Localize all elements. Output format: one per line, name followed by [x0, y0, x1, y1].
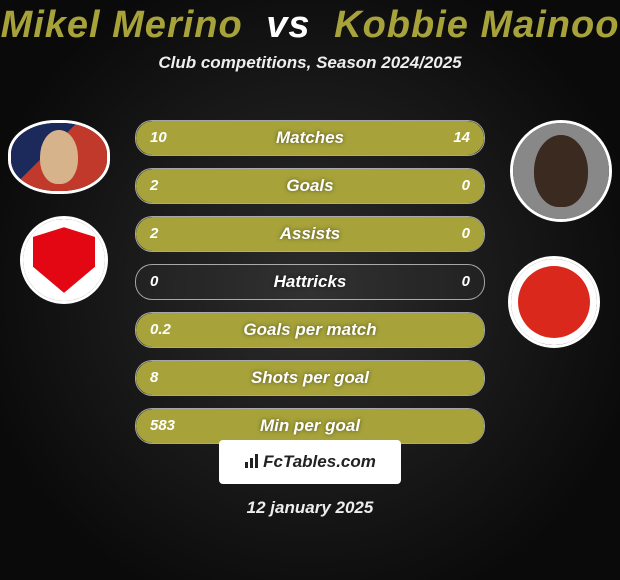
stat-value-right: 0: [462, 217, 470, 251]
player1-photo: [8, 120, 110, 194]
stat-label: Goals per match: [136, 313, 484, 347]
stat-row: Assists2 0: [135, 216, 485, 252]
stat-label: Assists: [136, 217, 484, 251]
stat-label: Matches: [136, 121, 484, 155]
stat-row: Hattricks0 0: [135, 264, 485, 300]
player2-club-badge: [508, 256, 600, 348]
stat-row: Goals per match0.2: [135, 312, 485, 348]
stat-row: Goals2 0: [135, 168, 485, 204]
chart-icon: [244, 441, 260, 483]
subtitle: Club competitions, Season 2024/2025: [0, 53, 620, 73]
stats-panel: Matches1014Goals20Assists20Hattricks00Go…: [135, 120, 485, 456]
site-logo: FcTables.com: [219, 440, 401, 484]
stat-value-left: 8: [150, 361, 158, 395]
stat-value-left: 583: [150, 409, 175, 443]
stat-label: Goals: [136, 169, 484, 203]
stat-label: Shots per goal: [136, 361, 484, 395]
stat-label: Hattricks: [136, 265, 484, 299]
stat-row: Min per goal583: [135, 408, 485, 444]
player1-club-badge: Arsenal: [20, 216, 108, 304]
stat-value-left: 2: [150, 217, 158, 251]
stat-value-right: 14: [453, 121, 470, 155]
title-player1: Mikel Merino: [1, 4, 243, 46]
stat-value-right: 0: [462, 265, 470, 299]
stat-value-left: 0.2: [150, 313, 171, 347]
stat-row: Matches10 14: [135, 120, 485, 156]
title-vs: vs: [266, 4, 310, 46]
snapshot-date: 12 january 2025: [0, 498, 620, 518]
player2-photo: [510, 120, 612, 222]
stat-row: Shots per goal8: [135, 360, 485, 396]
comparison-title: Mikel Merino vs Kobbie Mainoo: [0, 0, 620, 47]
stat-value-left: 2: [150, 169, 158, 203]
site-logo-text: FcTables.com: [263, 452, 376, 471]
stat-value-left: 10: [150, 121, 167, 155]
stat-label: Min per goal: [136, 409, 484, 443]
stat-value-left: 0: [150, 265, 158, 299]
stat-value-right: 0: [462, 169, 470, 203]
title-player2: Kobbie Mainoo: [334, 4, 619, 46]
